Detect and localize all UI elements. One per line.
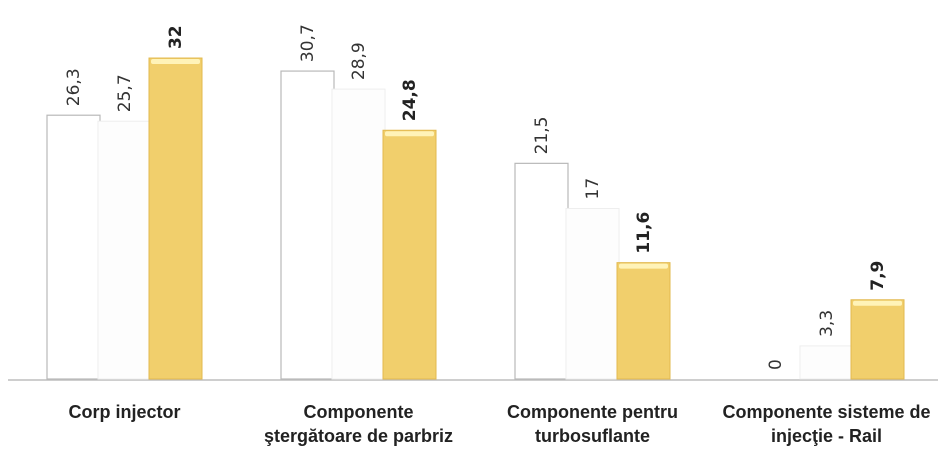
value-label-s2-c4: 3,3 (817, 310, 837, 337)
bar-s2-c4 (799, 345, 854, 380)
bar-s2-c2 (331, 88, 386, 380)
value-label-s2-c2: 28,9 (349, 42, 369, 80)
value-labels-layer: 26,3 25,7 32 30,7 28,9 24,8 21,5 17 11,6 0 3,3 7,9 (64, 24, 888, 370)
bar-s2-c1 (97, 120, 152, 380)
value-label-s3-c1: 32 (166, 25, 186, 49)
bar-s3-c1 (148, 57, 203, 380)
bar-highlight-s3-c4 (853, 300, 902, 306)
category-label-2-line-1: Componente (304, 402, 414, 422)
category-label-4-line-1: Componente sisteme de (722, 402, 930, 422)
bar-highlight-s3-c3 (619, 263, 668, 269)
category-label-3-line-1: Componente pentru (507, 402, 678, 422)
bar-s1-c1 (46, 114, 101, 380)
bar-highlight-s3-c1 (151, 59, 200, 65)
value-label-s3-c4: 7,9 (868, 261, 888, 291)
value-label-s1-c4: 0 (766, 359, 786, 370)
bar-s3-c3 (616, 262, 671, 380)
category-label-2-line-2: ştergătoare de parbriz (264, 426, 453, 446)
category-label-1-line-1: Corp injector (68, 402, 180, 422)
category-labels-layer: Corp injector Componente ştergătoare de pa… (68, 402, 930, 446)
bar-s3-c2 (382, 129, 437, 380)
value-label-s3-c3: 11,6 (634, 212, 654, 254)
bar-s1-c3 (514, 162, 569, 380)
category-label-4-line-2: injecţie - Rail (771, 426, 882, 446)
value-label-s1-c3: 21,5 (532, 116, 552, 154)
value-label-s1-c2: 30,7 (298, 24, 318, 62)
bar-s2-c3 (565, 207, 620, 380)
value-label-s3-c2: 24,8 (400, 79, 420, 121)
category-label-3-line-2: turbosuflante (535, 426, 650, 446)
value-label-s2-c1: 25,7 (115, 74, 135, 112)
bar-s3-c4 (850, 299, 905, 380)
value-label-s2-c3: 17 (583, 178, 603, 200)
bars-layer (46, 57, 905, 380)
bar-highlight-s3-c2 (385, 131, 434, 137)
bar-s1-c2 (280, 70, 335, 380)
value-label-s1-c1: 26,3 (64, 68, 84, 106)
